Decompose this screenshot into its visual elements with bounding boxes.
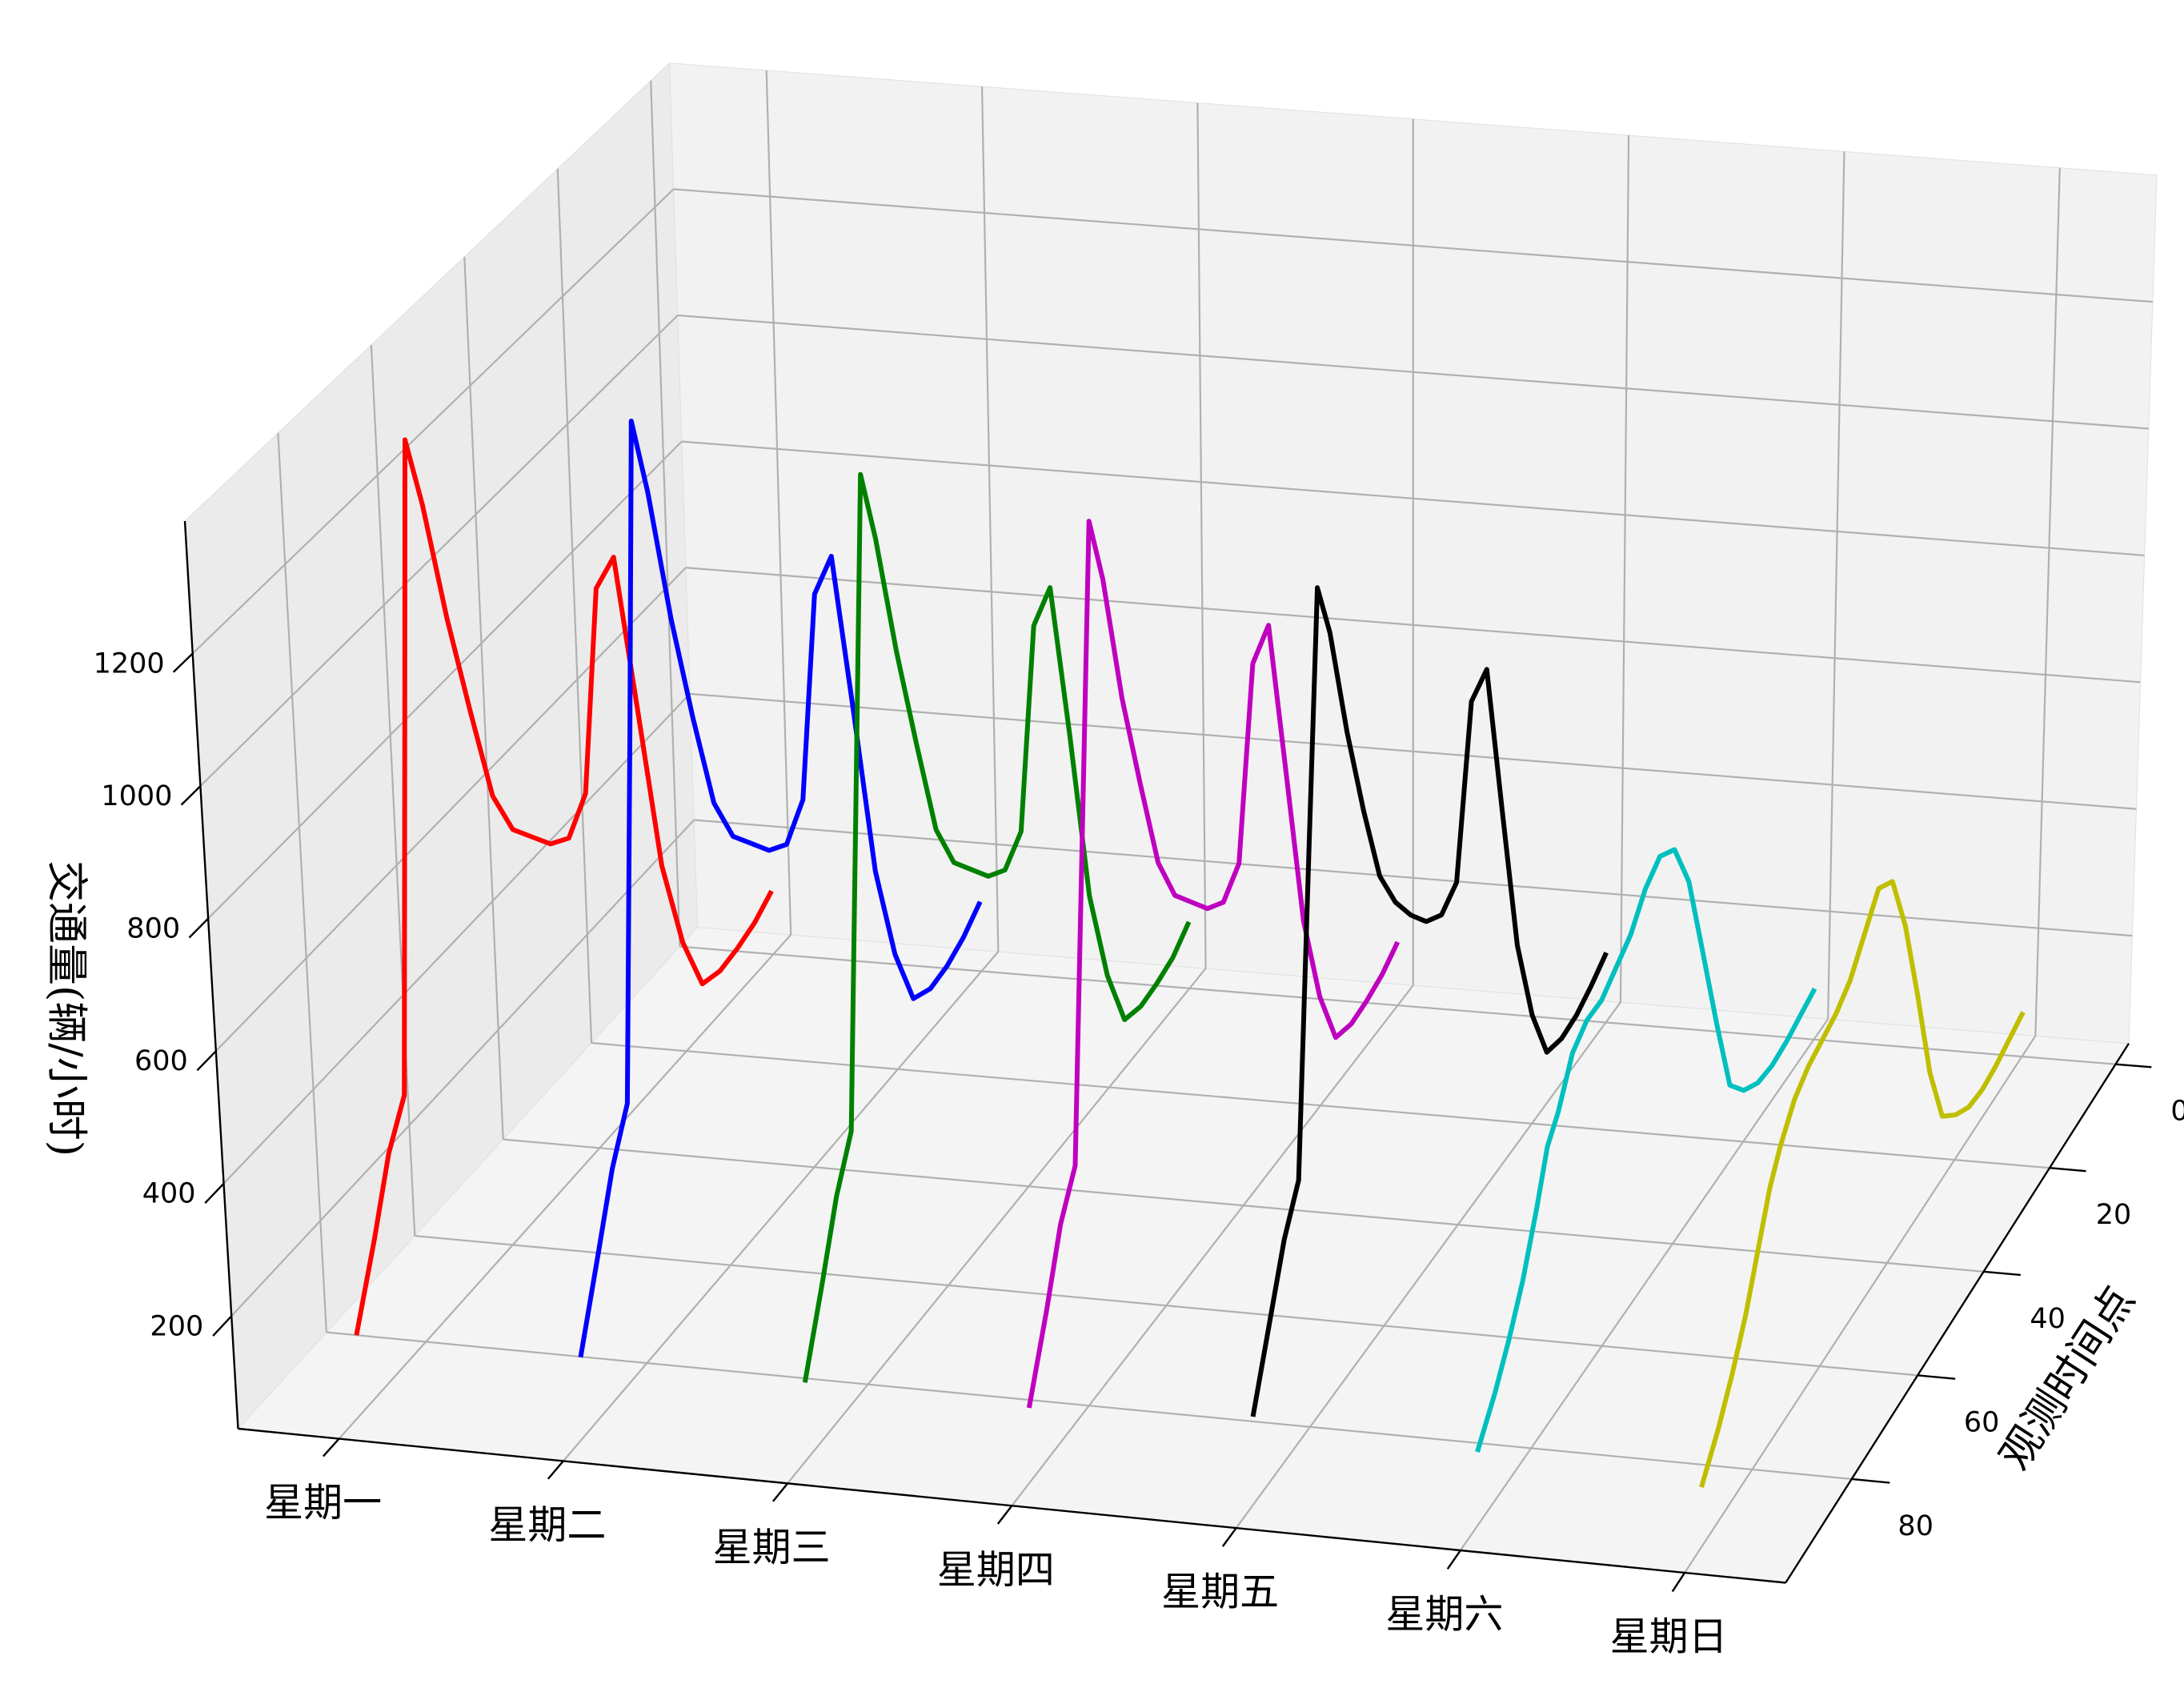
- z-tick: [172, 652, 194, 673]
- floor-grid-line: [1011, 984, 1414, 1506]
- x-tick: [1221, 1527, 1237, 1547]
- back-grid-line: [681, 440, 2145, 557]
- floor-grid-line: [787, 968, 1207, 1485]
- back-grid-line: [2034, 167, 2061, 1036]
- series-line: [1475, 847, 1817, 1453]
- x-tick: [1671, 1572, 1686, 1593]
- floor-grid-line: [338, 934, 791, 1440]
- left-grid-line: [207, 440, 683, 920]
- grid: [191, 70, 2153, 1574]
- z-tick: [180, 785, 202, 806]
- x-tick-label: 星期三: [713, 1525, 831, 1570]
- y-tick: [1918, 1374, 1956, 1380]
- z-tick-label: 1000: [101, 780, 172, 812]
- z-tick-label: 200: [150, 1310, 203, 1342]
- left-grid-line: [277, 432, 327, 1333]
- left-grid-line: [199, 315, 679, 787]
- y-tick: [1851, 1477, 1890, 1484]
- left-grid-line: [463, 256, 504, 1140]
- x-tick: [547, 1460, 564, 1480]
- z-tick: [196, 1050, 217, 1072]
- x-tick-label: 星期六: [1385, 1592, 1503, 1638]
- left-grid-line: [230, 819, 695, 1317]
- z-tick-label: 400: [142, 1178, 196, 1210]
- x-tick: [771, 1482, 789, 1502]
- z-tick: [204, 1182, 225, 1205]
- y-tick: [2115, 1063, 2152, 1069]
- floor-grid-line: [415, 1234, 1918, 1377]
- x-tick: [1446, 1550, 1461, 1570]
- axes: 星期一 星期二星期三 星期四星期五 星期六 星期日 0 20 40 60 80 200 400 600 8…: [94, 520, 2184, 1659]
- x-tick-label: 星期日: [1610, 1614, 1728, 1659]
- left-grid-line: [215, 567, 687, 1052]
- series-line: [1026, 519, 1401, 1409]
- y-tick: [1983, 1270, 2021, 1277]
- back-grid-line: [689, 692, 2137, 810]
- z-tick-label: 600: [134, 1045, 188, 1077]
- series-line: [802, 471, 1192, 1383]
- left-grid-line: [191, 188, 675, 655]
- left-grid-line: [650, 80, 681, 947]
- back-grid-line: [980, 86, 1000, 952]
- z-tick: [188, 917, 209, 939]
- floor-grid-line: [503, 1138, 1984, 1273]
- left-grid-line: [222, 693, 691, 1185]
- back-grid-line: [685, 567, 2141, 684]
- z-axis-label: 交通量(辆/小时): [42, 860, 90, 1157]
- y-tick-label: 0: [2170, 1096, 2184, 1128]
- x-tick-label: 星期五: [1161, 1570, 1279, 1615]
- back-grid-line: [673, 188, 2153, 303]
- z-axis-line: [183, 520, 239, 1429]
- x-axis-line: [238, 1427, 1786, 1584]
- floor-grid-line: [1235, 1001, 1621, 1529]
- z-tick-label: 800: [126, 913, 180, 945]
- series-line: [1250, 585, 1609, 1417]
- back-grid-line: [1619, 135, 1630, 1003]
- z-tick: [212, 1315, 233, 1337]
- x-tick: [322, 1437, 340, 1457]
- back-grid-line: [1196, 102, 1207, 969]
- panes: [184, 62, 2158, 1584]
- x-tick-label: 星期一: [264, 1480, 382, 1526]
- floor-grid-line: [1684, 1035, 2037, 1574]
- y-axis-line: [1785, 1043, 2130, 1584]
- y-tick-label: 60: [1964, 1406, 2000, 1438]
- back-grid-line: [677, 314, 2149, 430]
- back-grid-line: [694, 819, 2133, 937]
- x-tick: [996, 1505, 1013, 1525]
- floor-grid-line: [1459, 1018, 1829, 1551]
- series-line: [354, 437, 774, 1336]
- y-tick-label: 80: [1897, 1510, 1934, 1542]
- y-tick: [2049, 1167, 2086, 1173]
- floor-grid-line: [679, 945, 2116, 1065]
- z-tick-label: 1200: [94, 648, 165, 680]
- y-tick-label: 20: [2096, 1199, 2132, 1231]
- left-grid-line: [370, 344, 416, 1237]
- lines: [354, 419, 2026, 1489]
- series-line: [1699, 879, 2026, 1489]
- x-tick-label: 星期四: [937, 1547, 1055, 1593]
- y-tick-label: 40: [2030, 1303, 2066, 1335]
- left-grid-line: [556, 168, 593, 1044]
- x-tick-label: 星期二: [488, 1502, 606, 1548]
- y-axis-label: 观测时间点: [1991, 1277, 2145, 1478]
- back-grid-line: [1827, 151, 1845, 1020]
- floor-grid-line: [591, 1041, 2050, 1169]
- back-grid-line: [765, 70, 792, 936]
- floor-grid-line: [563, 951, 1000, 1462]
- series-line: [578, 419, 983, 1358]
